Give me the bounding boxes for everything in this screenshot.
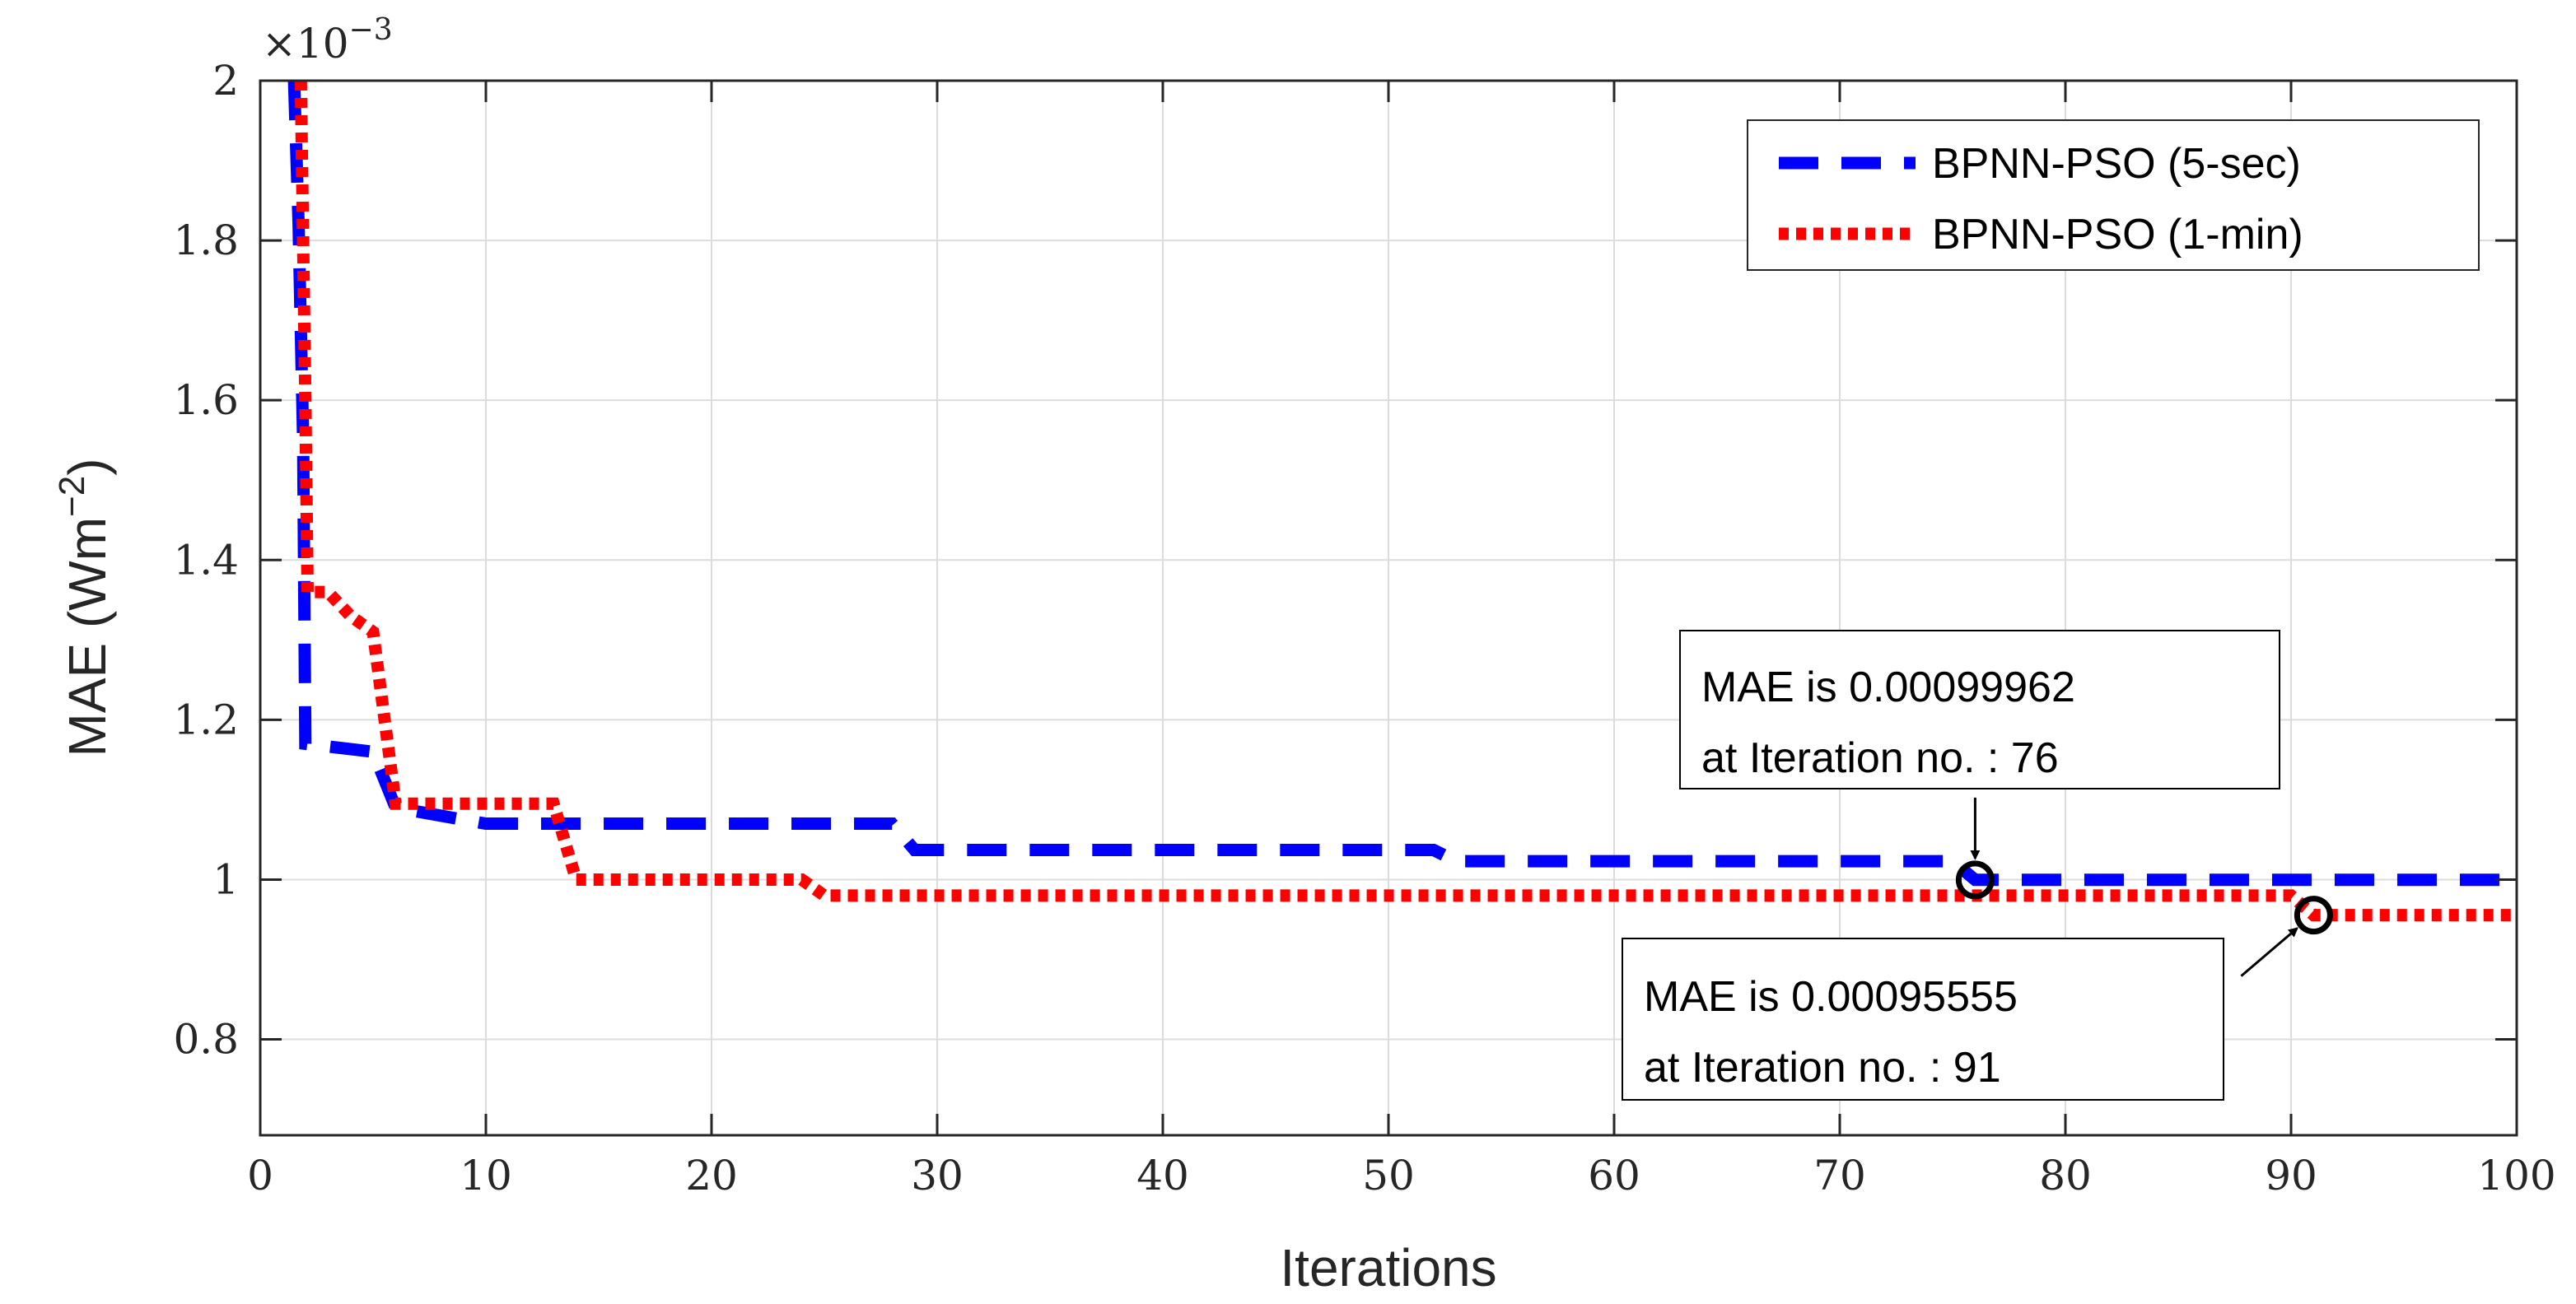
y-tick-label: 1.6 [173,376,239,424]
x-tick-label: 50 [1362,1152,1415,1199]
x-tick-label: 100 [2477,1152,2555,1199]
annotation-76-line2: at Iteration no. : 76 [1701,734,2059,782]
y-exponent-label: ×10−3 [262,13,393,68]
annotation-marker-91 [2294,896,2333,935]
legend-box [1747,119,2480,271]
x-tick-label: 30 [911,1152,964,1199]
y-tick-label: 1 [212,855,239,903]
x-tick-label: 80 [2039,1152,2092,1199]
y-tick-label: 1.2 [173,696,239,743]
annotation-box-76 [1679,630,2280,789]
annotation-arrow-91 [2240,927,2298,977]
annotation-76-line1: MAE is 0.00099962 [1701,664,2075,711]
series-layer [287,80,2517,922]
annotations: MAE is 0.00099962 at Iteration no. : 76 … [1622,630,2333,1101]
y-tick-label: 1.8 [173,217,239,264]
y-axis-title: MAE (Wm−2) [52,459,117,757]
annotation-91-line2: at Iteration no. : 91 [1644,1044,2001,1092]
x-tick-label: 70 [1813,1152,1866,1199]
x-tick-label: 20 [685,1152,738,1199]
annotation-box-91 [1622,938,2224,1101]
y-tick-label: 1.4 [173,536,239,584]
x-axis-title: Iterations [1280,1238,1496,1297]
x-tick-label: 90 [2265,1152,2317,1199]
annotation-91-line1: MAE is 0.00095555 [1644,973,2018,1021]
legend-label-5sec: BPNN-PSO (5-sec) [1932,140,2301,188]
x-tick-label: 10 [460,1152,512,1199]
y-tick-label: 2 [212,57,239,105]
x-tick-label: 40 [1136,1152,1189,1199]
legend: BPNN-PSO (5-sec) BPNN-PSO (1-min) [1747,119,2480,271]
series-line-1min [294,80,2517,922]
annotation-marker-76 [1955,860,1995,900]
y-tick-label: 0.8 [173,1016,239,1064]
legend-label-1min: BPNN-PSO (1-min) [1932,211,2303,258]
series-line-5sec [287,80,2517,887]
x-tick-label: 60 [1588,1152,1640,1199]
x-tick-label: 0 [247,1152,273,1199]
ticks-layer: 0 10 20 30 40 50 60 70 80 90 100 0.8 1 1.2 1.4 1.6 1.8 2 [173,57,2555,1199]
